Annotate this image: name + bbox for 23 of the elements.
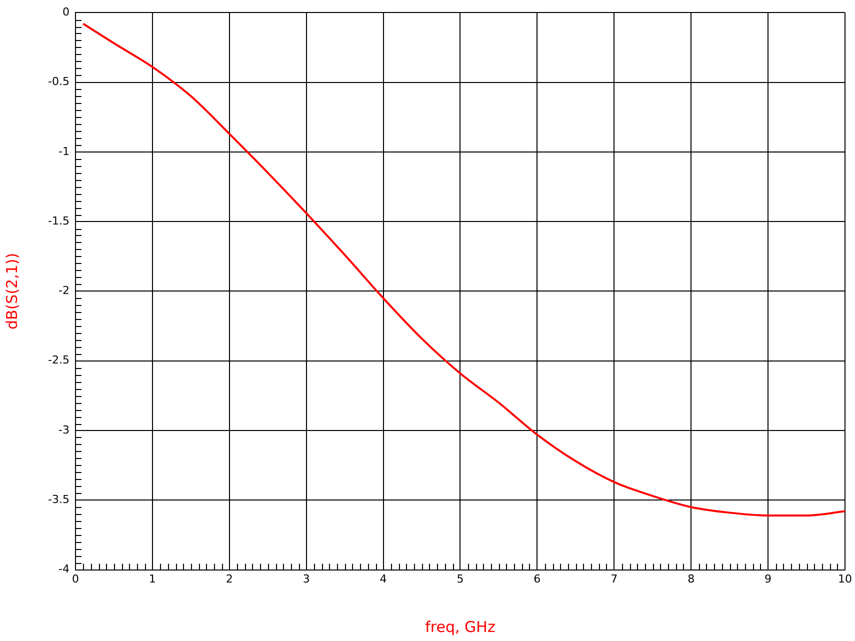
y-tick-label: -1.5	[48, 214, 70, 228]
y-tick-label: 0	[62, 5, 70, 18]
y-tick-label: -2.5	[48, 354, 70, 367]
line-series	[82, 22, 845, 516]
x-tick-label: 10	[838, 572, 852, 586]
x-tick-label: 7	[610, 572, 618, 586]
x-axis-title: freq, GHz	[425, 618, 496, 636]
y-tick-label: -1	[58, 144, 70, 158]
y-tick-label: -3.5	[48, 493, 70, 506]
x-tick-label: 2	[226, 572, 233, 586]
y-axis-title: dB(S(2,1))	[2, 252, 21, 330]
x-tick-label: 6	[534, 572, 541, 586]
y-tick-label: -0.5	[48, 75, 70, 88]
y-tick-label: -3	[58, 423, 70, 436]
y-tick-label: -4	[58, 562, 70, 576]
x-tick-label: 5	[456, 572, 464, 586]
x-tick-label: 3	[302, 572, 310, 586]
x-tick-label: 4	[380, 572, 387, 586]
x-tick-label: 9	[764, 572, 772, 586]
x-tick-label: 8	[688, 572, 695, 586]
x-tick-label: 1	[148, 572, 156, 586]
x-tick-label: 0	[72, 572, 79, 586]
y-tick-label: -2	[58, 284, 70, 298]
